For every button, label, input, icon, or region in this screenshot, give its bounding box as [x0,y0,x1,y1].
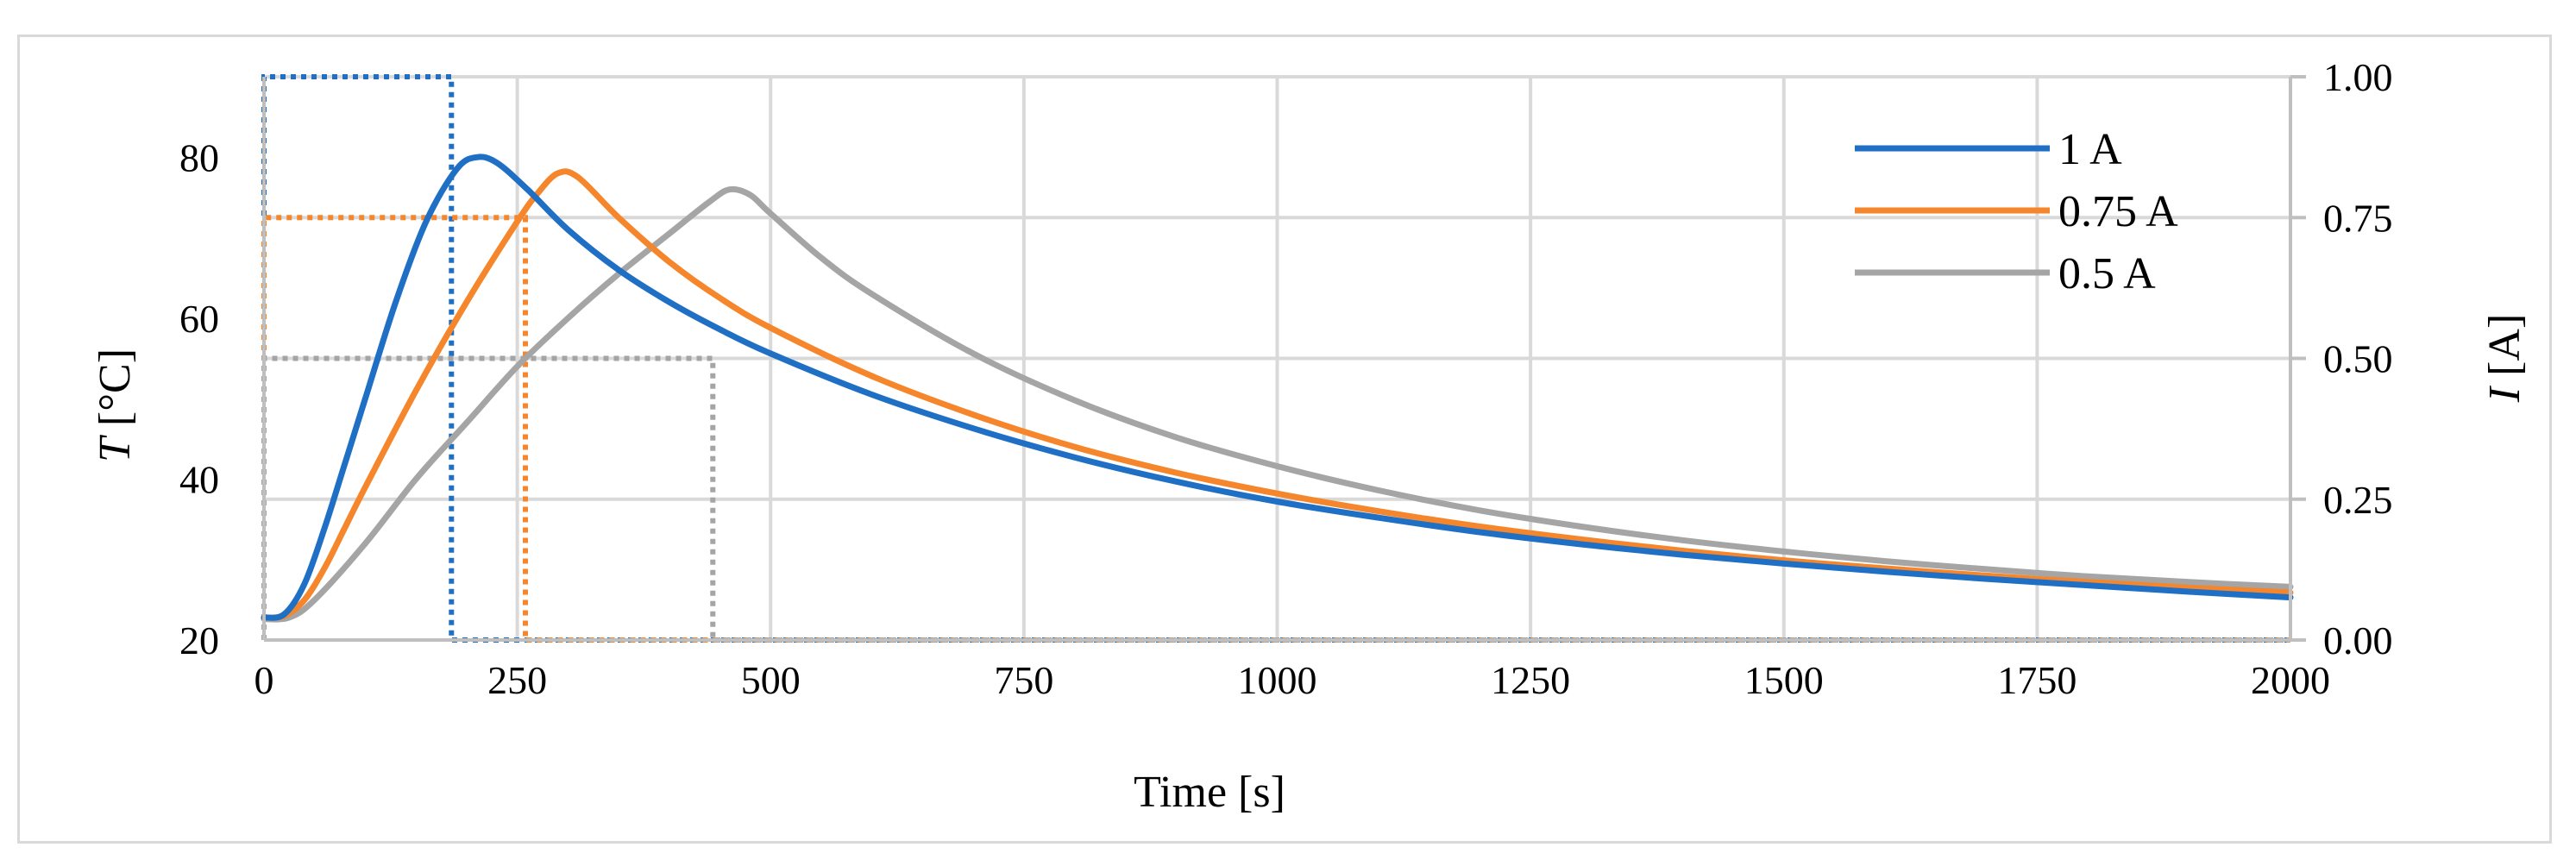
y-right-axis-title: I [A] [2480,314,2529,404]
temperature-line-0-5-A [261,185,2294,623]
y-right-tick-label: 1.00 [2323,55,2393,99]
x-tick-label: 0 [254,658,274,702]
x-tick-label: 1500 [1744,658,1824,702]
y-right-tick-label: 0.00 [2323,618,2393,662]
temperature-line-0-75-A [261,168,2294,621]
x-tick-label: 1250 [1491,658,1570,702]
x-tick-label: 500 [741,658,801,702]
x-tick-label: 250 [487,658,547,702]
legend-label: 0.75 A [2058,187,2178,236]
y-right-axis-symbol: I [2480,385,2529,403]
temperature-line-1-A [261,154,2294,621]
y-left-axis-unit: [°C] [91,348,140,437]
legend-label: 0.5 A [2058,249,2156,298]
x-tick-label: 2000 [2251,658,2330,702]
x-tick-label: 1000 [1238,658,1317,702]
y-left-tick-label: 20 [179,618,219,662]
temperature-series-group [261,154,2294,623]
x-tick-label: 750 [994,658,1053,702]
y-left-axis-symbol: T [91,435,140,462]
grid [264,75,2292,640]
y-left-tick-label: 60 [179,297,219,341]
y-right-tick-label: 0.25 [2323,478,2393,522]
legend: 1 A 0.75 A 0.5 A [1855,125,2178,298]
y-right-tick-label: 0.75 [2323,196,2393,240]
y-right-tick-label: 0.50 [2323,337,2393,381]
chart-frame [17,35,2552,844]
x-axis-title: Time [s] [1134,768,1285,817]
legend-label: 1 A [2058,125,2122,174]
y-left-tick-label: 80 [179,135,219,179]
x-tick-label: 1750 [1997,658,2077,702]
y-left-tick-label: 40 [179,457,219,501]
axes [262,75,2306,642]
tick-labels: 0 250 500 750 1000 1250 1500 1750 2000 20 40 60 80 0.… [179,55,2393,702]
y-right-axis-unit: [A] [2480,314,2529,387]
y-left-axis-title: T [°C] [91,348,140,462]
